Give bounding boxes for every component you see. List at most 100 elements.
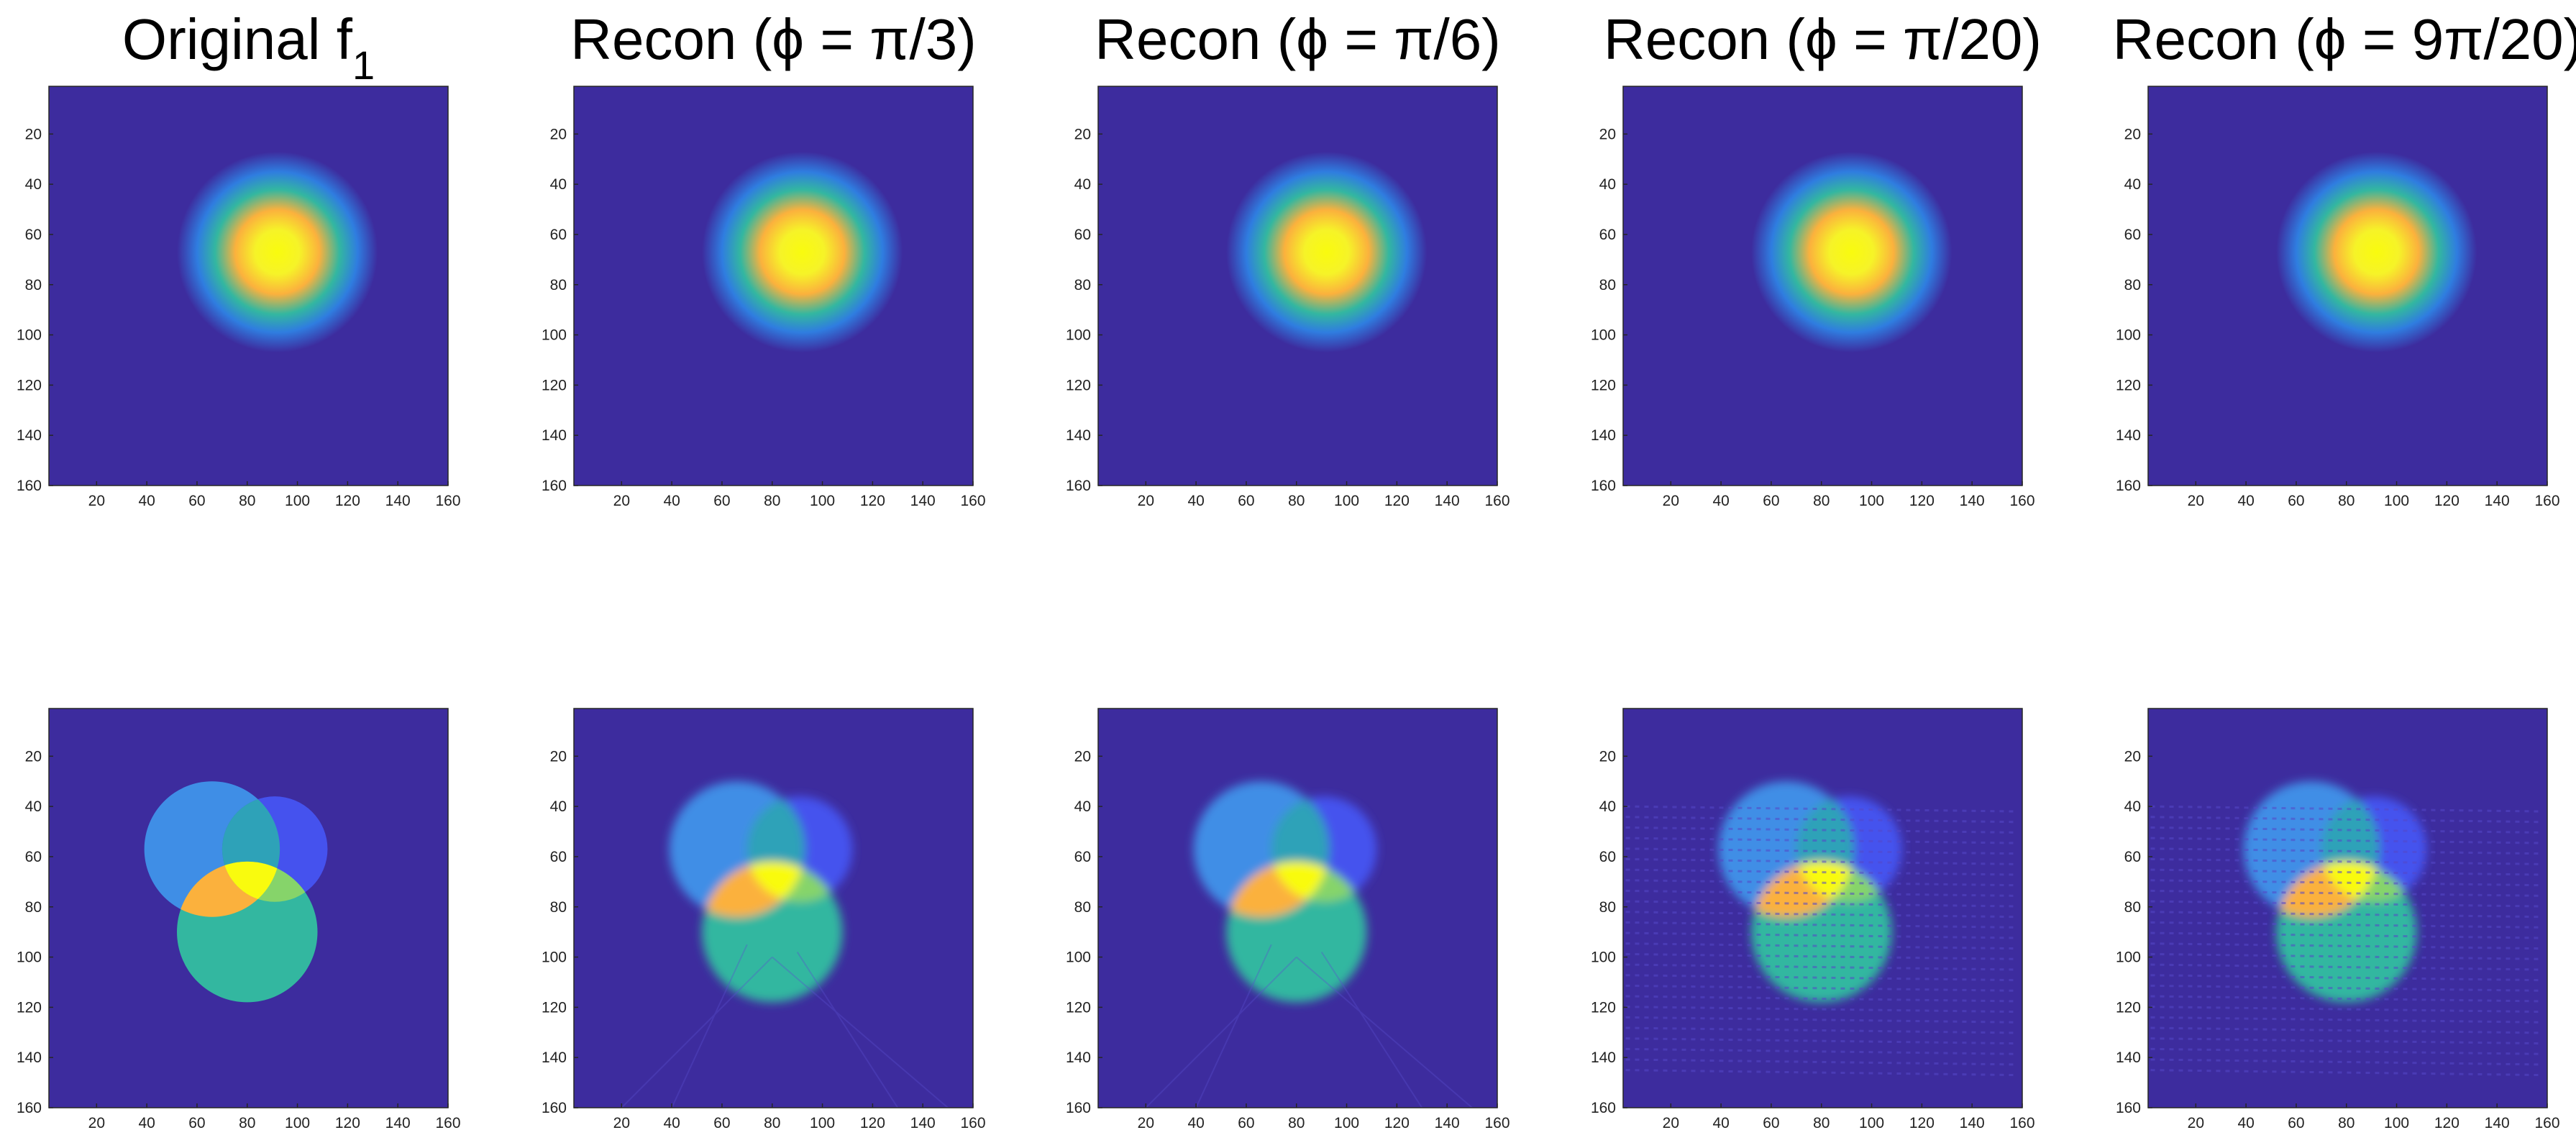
y-tick-label: 140 xyxy=(17,427,42,444)
y-tick-label: 40 xyxy=(550,176,567,193)
overlap-region xyxy=(2321,861,2417,902)
heatmap-image xyxy=(2148,86,2547,486)
y-tick-label: 160 xyxy=(542,478,567,494)
x-tick-label: 20 xyxy=(1663,1115,1679,1131)
x-tick-label: 80 xyxy=(1813,1115,1830,1131)
y-tick-label: 120 xyxy=(542,999,567,1016)
streak-artifact xyxy=(772,956,949,1108)
x-tick-label: 160 xyxy=(960,1115,985,1131)
y-tick-label: 80 xyxy=(1599,277,1616,293)
x-tick-label: 60 xyxy=(1238,1115,1254,1131)
x-tick-label: 160 xyxy=(960,493,985,509)
x-tick-label: 60 xyxy=(188,493,205,509)
x-tick-label: 40 xyxy=(663,1115,680,1131)
y-tick-label: 60 xyxy=(1074,849,1091,865)
y-tick-label: 20 xyxy=(1599,748,1616,765)
y-tick-label: 100 xyxy=(1591,327,1616,344)
heatmap-panel-r1-c5: 20 40 60 80 100 120 140 160 20 40 60 80 100 120 140 160 xyxy=(2116,86,2560,509)
heatmap-image xyxy=(1098,709,1497,1108)
x-tick-label: 60 xyxy=(1238,493,1254,509)
overlap-region xyxy=(221,861,318,902)
y-tick-label: 20 xyxy=(25,126,42,142)
x-tick-label: 140 xyxy=(2485,1115,2510,1131)
y-tick-label: 100 xyxy=(2116,949,2141,966)
heatmap-image xyxy=(1623,709,2022,1108)
y-tick-label: 160 xyxy=(2116,478,2141,494)
x-tick-label: 160 xyxy=(1484,493,1509,509)
column-title-2: Recon (ϕ = π/3) xyxy=(570,7,977,71)
heatmap-image xyxy=(574,709,973,1108)
heatmap-image xyxy=(1098,86,1497,486)
title-main: Recon (ϕ = π/20) xyxy=(1604,7,2042,71)
y-tick-label: 100 xyxy=(542,327,567,344)
y-tick-label: 60 xyxy=(25,849,42,865)
axes-frame xyxy=(2147,708,2548,1108)
y-tick-label: 120 xyxy=(2116,377,2141,393)
y-tick-label: 20 xyxy=(1074,126,1091,142)
x-tick-label: 60 xyxy=(2288,493,2304,509)
column-titles: Original f1 Recon (ϕ = π/3) Recon (ϕ = π/6… xyxy=(122,7,2576,88)
x-tick-label: 80 xyxy=(1288,493,1305,509)
y-tick-label: 40 xyxy=(2124,798,2141,815)
column-title-1: Original f1 xyxy=(122,7,375,88)
y-tick-label: 160 xyxy=(1066,1100,1091,1116)
heatmap-image xyxy=(49,86,448,486)
x-tick-label: 20 xyxy=(88,1115,105,1131)
axes-frame xyxy=(1097,708,1498,1108)
overlap-region xyxy=(177,861,280,917)
y-tick-label: 40 xyxy=(1074,176,1091,193)
x-tick-label: 100 xyxy=(285,1115,310,1131)
y-tick-label: 140 xyxy=(1591,1049,1616,1066)
title-main: Recon (ϕ = π/3) xyxy=(570,7,977,71)
y-tick-label: 120 xyxy=(1591,999,1616,1016)
x-tick-label: 40 xyxy=(138,1115,155,1131)
y-tick-label: 100 xyxy=(1591,949,1616,966)
y-tick-label: 100 xyxy=(542,949,567,966)
y-tick-label: 20 xyxy=(2124,126,2141,142)
y-tick-label: 120 xyxy=(17,999,42,1016)
y-tick-label: 120 xyxy=(1591,377,1616,393)
x-tick-label: 20 xyxy=(1138,1115,1154,1131)
y-tick-label: 160 xyxy=(2116,1100,2141,1116)
y-tick-label: 80 xyxy=(2124,899,2141,916)
y-tick-label: 80 xyxy=(25,277,42,293)
y-tick-label: 120 xyxy=(1066,999,1091,1016)
x-tick-label: 100 xyxy=(1334,493,1359,509)
x-tick-label: 140 xyxy=(385,1115,411,1131)
x-tick-label: 120 xyxy=(1384,1115,1410,1131)
heatmap-image xyxy=(2148,709,2547,1108)
x-tick-label: 20 xyxy=(2188,493,2204,509)
x-tick-label: 20 xyxy=(1138,493,1154,509)
overlap-region xyxy=(746,861,843,902)
y-tick-label: 100 xyxy=(2116,327,2141,344)
x-tick-label: 120 xyxy=(1384,493,1410,509)
x-tick-label: 20 xyxy=(2188,1115,2204,1131)
x-tick-label: 160 xyxy=(2534,493,2559,509)
y-tick-label: 20 xyxy=(1074,748,1091,765)
axes-frame xyxy=(1622,708,2023,1108)
y-tick-label: 80 xyxy=(1074,899,1091,916)
y-tick-label: 140 xyxy=(2116,1049,2141,1066)
x-tick-label: 100 xyxy=(1859,493,1884,509)
y-tick-label: 160 xyxy=(1591,1100,1616,1116)
x-tick-label: 40 xyxy=(2237,493,2254,509)
gaussian-disk xyxy=(1226,151,1428,352)
x-tick-label: 60 xyxy=(2288,1115,2304,1131)
axes-frame xyxy=(48,86,449,486)
x-tick-label: 60 xyxy=(713,493,730,509)
y-tick-label: 140 xyxy=(2116,427,2141,444)
column-title-4: Recon (ϕ = π/20) xyxy=(1604,7,2042,71)
heatmap-panel-r1-c3: 20 40 60 80 100 120 140 160 20 40 60 80 100 120 140 160 xyxy=(1066,86,1510,509)
overlap-region xyxy=(1226,861,1330,917)
reconstruction-artifacts xyxy=(621,944,949,1108)
title-main: Recon (ϕ = π/6) xyxy=(1095,7,1501,71)
x-tick-label: 120 xyxy=(335,493,360,509)
x-tick-label: 60 xyxy=(1763,1115,1779,1131)
x-tick-label: 120 xyxy=(1909,1115,1935,1131)
y-tick-label: 40 xyxy=(25,176,42,193)
streak-artifact xyxy=(1145,956,1297,1108)
x-tick-label: 20 xyxy=(1663,493,1679,509)
y-tick-label: 80 xyxy=(1599,899,1616,916)
x-tick-label: 160 xyxy=(1484,1115,1509,1131)
